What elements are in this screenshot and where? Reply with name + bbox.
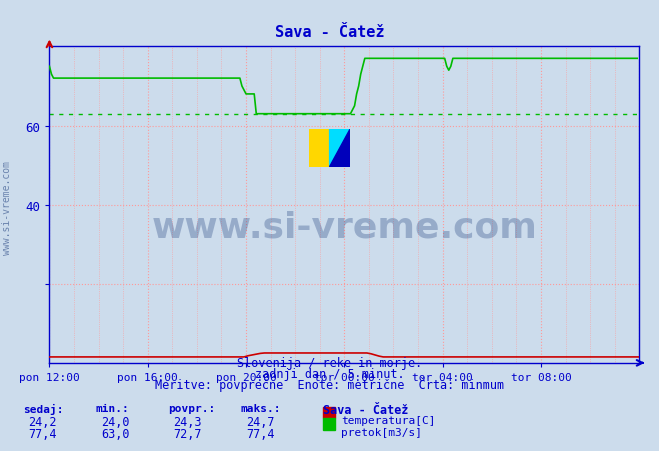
Text: 77,4: 77,4 — [246, 427, 275, 440]
Text: Sava - Čatež: Sava - Čatež — [323, 403, 409, 416]
Text: Sava - Čatež: Sava - Čatež — [275, 25, 384, 40]
Text: min.:: min.: — [96, 403, 129, 413]
Bar — [309, 129, 330, 167]
Text: 24,0: 24,0 — [101, 415, 130, 428]
Text: sedaj:: sedaj: — [23, 403, 63, 414]
Text: Slovenija / reke in morje.: Slovenija / reke in morje. — [237, 356, 422, 369]
Text: zadnji dan / 5 minut.: zadnji dan / 5 minut. — [254, 367, 405, 380]
Text: pretok[m3/s]: pretok[m3/s] — [341, 427, 422, 437]
Text: maks.:: maks.: — [241, 403, 281, 413]
Text: 24,3: 24,3 — [173, 415, 202, 428]
Text: 77,4: 77,4 — [28, 427, 57, 440]
Text: temperatura[C]: temperatura[C] — [341, 415, 436, 425]
Polygon shape — [330, 129, 350, 167]
Text: 24,7: 24,7 — [246, 415, 275, 428]
Text: 72,7: 72,7 — [173, 427, 202, 440]
Text: 24,2: 24,2 — [28, 415, 57, 428]
Text: 63,0: 63,0 — [101, 427, 130, 440]
Text: Meritve: povprečne  Enote: metrične  Črta: minmum: Meritve: povprečne Enote: metrične Črta:… — [155, 376, 504, 391]
Polygon shape — [330, 129, 350, 167]
Text: povpr.:: povpr.: — [168, 403, 215, 413]
Text: www.si-vreme.com: www.si-vreme.com — [1, 161, 12, 254]
Text: www.si-vreme.com: www.si-vreme.com — [152, 210, 537, 244]
